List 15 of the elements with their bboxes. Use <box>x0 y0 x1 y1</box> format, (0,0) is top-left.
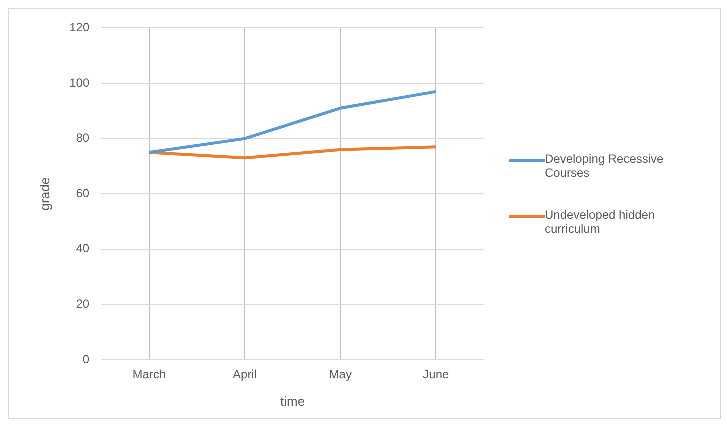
legend-label: Undeveloped hidden curriculum <box>545 208 656 236</box>
y-tick-label: 40 <box>76 242 90 256</box>
x-tick-label: June <box>423 368 450 382</box>
y-tick-label: 100 <box>70 76 90 90</box>
x-axis-title: time <box>280 394 306 409</box>
y-tick-label: 80 <box>76 131 90 146</box>
x-tick-label: April <box>233 368 258 382</box>
y-tick-label: 20 <box>76 297 90 312</box>
y-tick-label: 0 <box>82 352 90 366</box>
legend-label: Developing Recessive Courses <box>545 152 665 180</box>
y-axis-title: grade <box>37 177 52 211</box>
y-tick-label: 120 <box>70 20 90 35</box>
y-tick-label: 60 <box>76 186 90 200</box>
x-tick-label: May <box>329 368 352 382</box>
x-tick-label: March <box>132 368 166 382</box>
